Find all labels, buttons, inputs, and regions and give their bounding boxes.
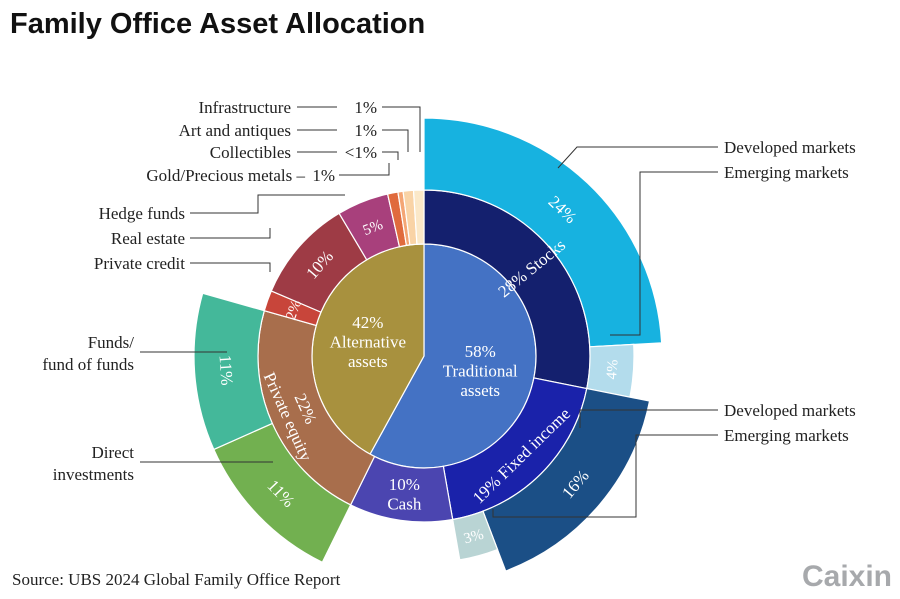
callout-infrastructure-pct: 1% bbox=[354, 98, 377, 117]
callout-fi-dev: Developed markets bbox=[724, 401, 856, 420]
outer-label-stocks-emerging-markets: 4% bbox=[604, 359, 621, 380]
leader-fi-dev bbox=[579, 409, 718, 428]
callout-hedge: Hedge funds bbox=[99, 204, 185, 223]
source-note: Source: UBS 2024 Global Family Office Re… bbox=[12, 570, 341, 589]
leader-collectibles-2 bbox=[382, 151, 399, 160]
middle-label-private-credit: 2% bbox=[283, 298, 305, 322]
middle-slice-infrastructure bbox=[412, 189, 425, 245]
outer-slice-fixed-income-developed-markets bbox=[482, 387, 651, 572]
callout-direct-line1: Direct bbox=[92, 443, 135, 462]
leader-realestate bbox=[190, 228, 271, 239]
leader-gold bbox=[339, 163, 390, 176]
chart-title: Family Office Asset Allocation bbox=[10, 8, 425, 40]
callout-collectibles-pct: <1% bbox=[345, 143, 377, 162]
outer-slice-private-equity-funds-fund-of-funds bbox=[193, 292, 274, 451]
outer-slice-fixed-income-emerging-markets bbox=[451, 510, 499, 561]
leader-hedge bbox=[190, 194, 345, 214]
middle-label-cash: 10% Cash bbox=[387, 475, 422, 514]
leader-privatecredit bbox=[190, 262, 271, 272]
slices-group bbox=[193, 117, 663, 572]
callout-stocks-em: Emerging markets bbox=[724, 163, 849, 182]
callout-direct-line2: investments bbox=[53, 465, 134, 484]
outer-slice-stocks-developed-markets bbox=[423, 117, 663, 348]
callout-labels: Infrastructure 1% Art and antiques 1% Co… bbox=[42, 98, 855, 484]
callout-stocks-dev: Developed markets bbox=[724, 138, 856, 157]
leader-stocks-dev bbox=[557, 146, 718, 169]
callout-art-name: Art and antiques bbox=[179, 121, 291, 140]
callout-fi-em: Emerging markets bbox=[724, 426, 849, 445]
leader-stocks-em bbox=[610, 171, 718, 336]
outer-label-private-equity-funds-fund-of-funds: 11% bbox=[215, 354, 236, 386]
callout-privatecredit: Private credit bbox=[94, 254, 185, 273]
callout-funds-line2: fund of funds bbox=[42, 355, 134, 374]
callout-gold-pct: 1% bbox=[312, 166, 335, 185]
center-label-traditional-assets: 58% Traditional assets bbox=[443, 342, 518, 400]
callout-infrastructure-name: Infrastructure bbox=[198, 98, 291, 117]
outer-label-fixed-income-emerging-markets: 3% bbox=[462, 527, 486, 548]
leader-lines bbox=[140, 106, 718, 518]
callout-art-pct: 1% bbox=[354, 121, 377, 140]
callout-gold-name: Gold/Precious metals – bbox=[146, 166, 305, 185]
callout-realestate: Real estate bbox=[111, 229, 185, 248]
caixin-logo: Caixin bbox=[802, 560, 892, 593]
middle-label-hedge-funds: 5% bbox=[361, 217, 385, 239]
callout-funds-line1: Funds/ bbox=[88, 333, 135, 352]
leader-fi-em bbox=[492, 434, 718, 518]
center-label-alternative-assets: 42% Alternative assets bbox=[330, 313, 406, 371]
leader-art-2 bbox=[382, 129, 409, 152]
leader-infrastructure-2 bbox=[382, 106, 421, 152]
callout-collectibles-name: Collectibles bbox=[210, 143, 291, 162]
